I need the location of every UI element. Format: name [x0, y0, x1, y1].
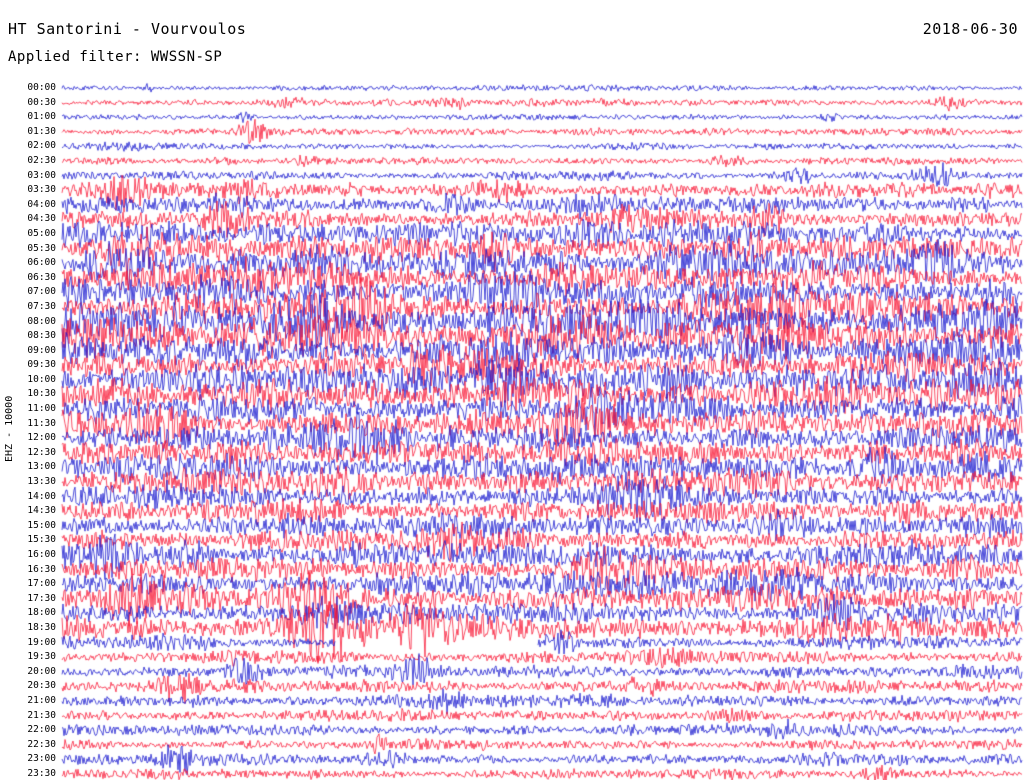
seismogram-canvas [0, 0, 1024, 780]
helicorder-page: { "header": { "title": "HT Santorini - V… [0, 0, 1024, 780]
